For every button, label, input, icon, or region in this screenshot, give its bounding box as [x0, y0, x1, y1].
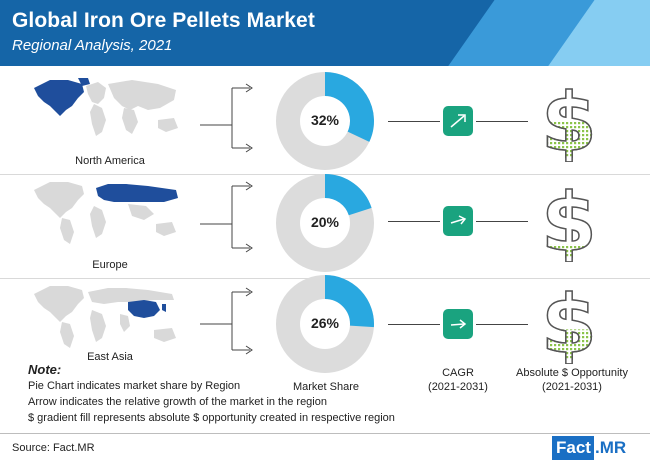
- footer-divider: [0, 433, 650, 434]
- page-subtitle: Regional Analysis, 2021: [12, 37, 173, 54]
- bracket-connector: [200, 287, 253, 355]
- svg-text:$: $: [542, 284, 596, 364]
- pie-slice-share: [324, 174, 372, 216]
- pie-slice-share: [324, 72, 374, 142]
- column-label-cagr-period: (2021-2031): [428, 381, 488, 393]
- svg-text:$: $: [542, 182, 596, 262]
- world-map-icon-east-asia: [34, 286, 176, 348]
- column-label-opportunity-period: (2021-2031): [542, 381, 602, 393]
- bracket-connector: [200, 83, 253, 153]
- connector-line: [476, 221, 528, 222]
- svg-text:$: $: [542, 284, 596, 364]
- logo-text: Fact: [556, 438, 591, 457]
- header-banner: Global Iron Ore Pellets Market Regional …: [0, 0, 650, 66]
- column-label-opportunity: Absolute $ Opportunity: [516, 367, 628, 379]
- column-label-cagr: CAGR: [442, 367, 474, 379]
- pie-chart-east-asia: [276, 275, 374, 373]
- world-map-icon-europe: [34, 182, 178, 244]
- svg-text:$: $: [542, 82, 596, 162]
- note-line: Arrow indicates the relative growth of t…: [28, 396, 327, 408]
- world-map-icon-north-america: [34, 78, 178, 136]
- logo-text-suffix: .MR: [595, 438, 627, 457]
- dollar-icon: $ $: [542, 182, 596, 262]
- data-label: 26%: [310, 315, 340, 331]
- dollar-icon: $ $: [542, 82, 596, 162]
- pie-slice-share: [324, 275, 374, 328]
- trend-arrow-icon: [443, 309, 473, 339]
- data-label: 20%: [310, 214, 340, 230]
- trend-arrow-icon: [443, 106, 473, 136]
- data-label: 32%: [310, 112, 340, 128]
- pie-chart-europe: [276, 174, 374, 272]
- trend-arrow-icon: [443, 206, 473, 236]
- connector-line: [388, 221, 440, 222]
- region-label: North America: [75, 155, 145, 167]
- column-label-market-share: Market Share: [292, 381, 360, 393]
- svg-text:$: $: [542, 182, 596, 262]
- bracket-connector: [200, 181, 253, 253]
- page-title: Global Iron Ore Pellets Market: [12, 9, 315, 32]
- logo-box: [552, 436, 594, 460]
- note-line: $ gradient fill represents absolute $ op…: [28, 412, 395, 424]
- svg-text:$: $: [542, 82, 596, 162]
- note-title: Note:: [28, 362, 62, 377]
- connector-line: [476, 121, 528, 122]
- source-text: Source: Fact.MR: [12, 442, 95, 454]
- connector-line: [388, 324, 440, 325]
- region-label: East Asia: [87, 351, 133, 363]
- connector-line: [476, 324, 528, 325]
- region-label: Europe: [92, 259, 128, 271]
- pie-chart-north-america: [276, 72, 374, 170]
- dollar-icon: $ $: [542, 284, 596, 364]
- note-line: Pie Chart indicates market share by Regi…: [28, 380, 241, 392]
- connector-line: [388, 121, 440, 122]
